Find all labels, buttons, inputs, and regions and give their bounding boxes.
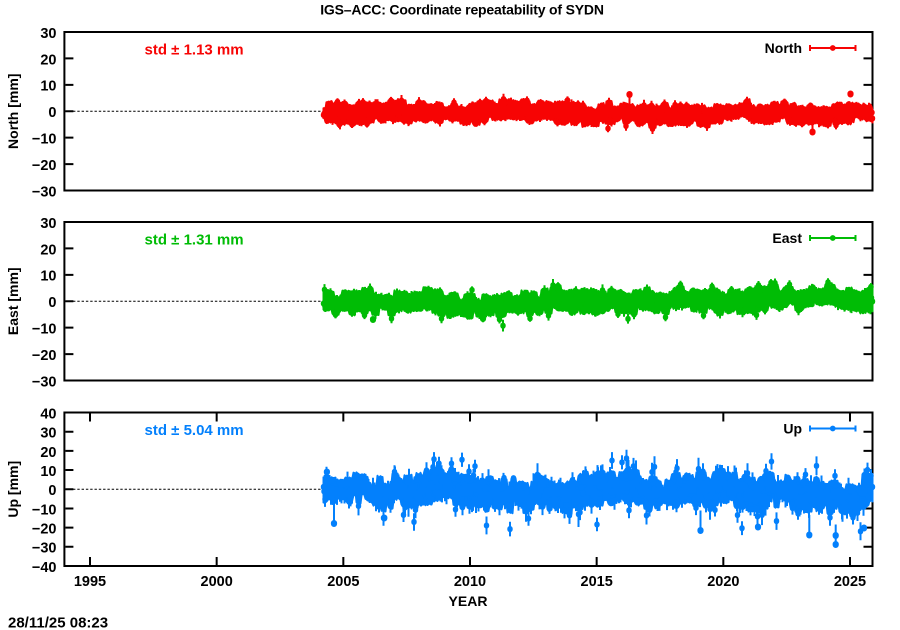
svg-text:30: 30 [40,26,56,42]
svg-text:2000: 2000 [201,574,233,590]
svg-text:40: 40 [40,406,56,422]
svg-text:2005: 2005 [327,574,359,590]
svg-text:1995: 1995 [74,574,106,590]
svg-text:−40: −40 [32,560,57,576]
svg-text:std ± 1.31 mm: std ± 1.31 mm [145,231,244,248]
svg-text:20: 20 [40,445,56,461]
svg-text:20: 20 [40,242,56,258]
svg-text:0: 0 [48,483,56,499]
svg-text:0: 0 [48,295,56,311]
svg-text:−30: −30 [32,184,57,200]
svg-text:28/11/25 08:23: 28/11/25 08:23 [8,615,108,630]
svg-text:10: 10 [40,269,56,285]
svg-text:−20: −20 [32,348,57,364]
svg-text:−10: −10 [32,132,57,148]
svg-text:2010: 2010 [454,574,486,590]
svg-text:2015: 2015 [581,574,613,590]
svg-text:2020: 2020 [707,574,739,590]
svg-text:East: East [772,230,802,246]
svg-text:−30: −30 [32,541,57,557]
svg-text:std ± 1.13 mm: std ± 1.13 mm [145,41,244,58]
svg-text:std ± 5.04 mm: std ± 5.04 mm [145,422,244,439]
svg-text:Up: Up [783,421,802,437]
svg-text:30: 30 [40,426,56,442]
svg-text:2025: 2025 [834,574,866,590]
svg-text:0: 0 [48,105,56,121]
svg-text:30: 30 [40,216,56,232]
svg-text:Up [mm]: Up [mm] [5,461,21,518]
svg-text:20: 20 [40,52,56,68]
svg-text:−30: −30 [32,374,57,390]
svg-text:−10: −10 [32,322,57,338]
svg-text:IGS–ACC: Coordinate repeatabil: IGS–ACC: Coordinate repeatability of SYD… [320,2,604,18]
svg-text:−20: −20 [32,522,57,538]
svg-text:10: 10 [40,464,56,480]
svg-text:10: 10 [40,79,56,95]
svg-text:East [mm]: East [mm] [5,267,21,335]
svg-text:North: North [765,40,802,56]
svg-text:YEAR: YEAR [449,593,488,609]
svg-text:North [mm]: North [mm] [5,74,21,149]
svg-text:−10: −10 [32,502,57,518]
svg-text:−20: −20 [32,158,57,174]
